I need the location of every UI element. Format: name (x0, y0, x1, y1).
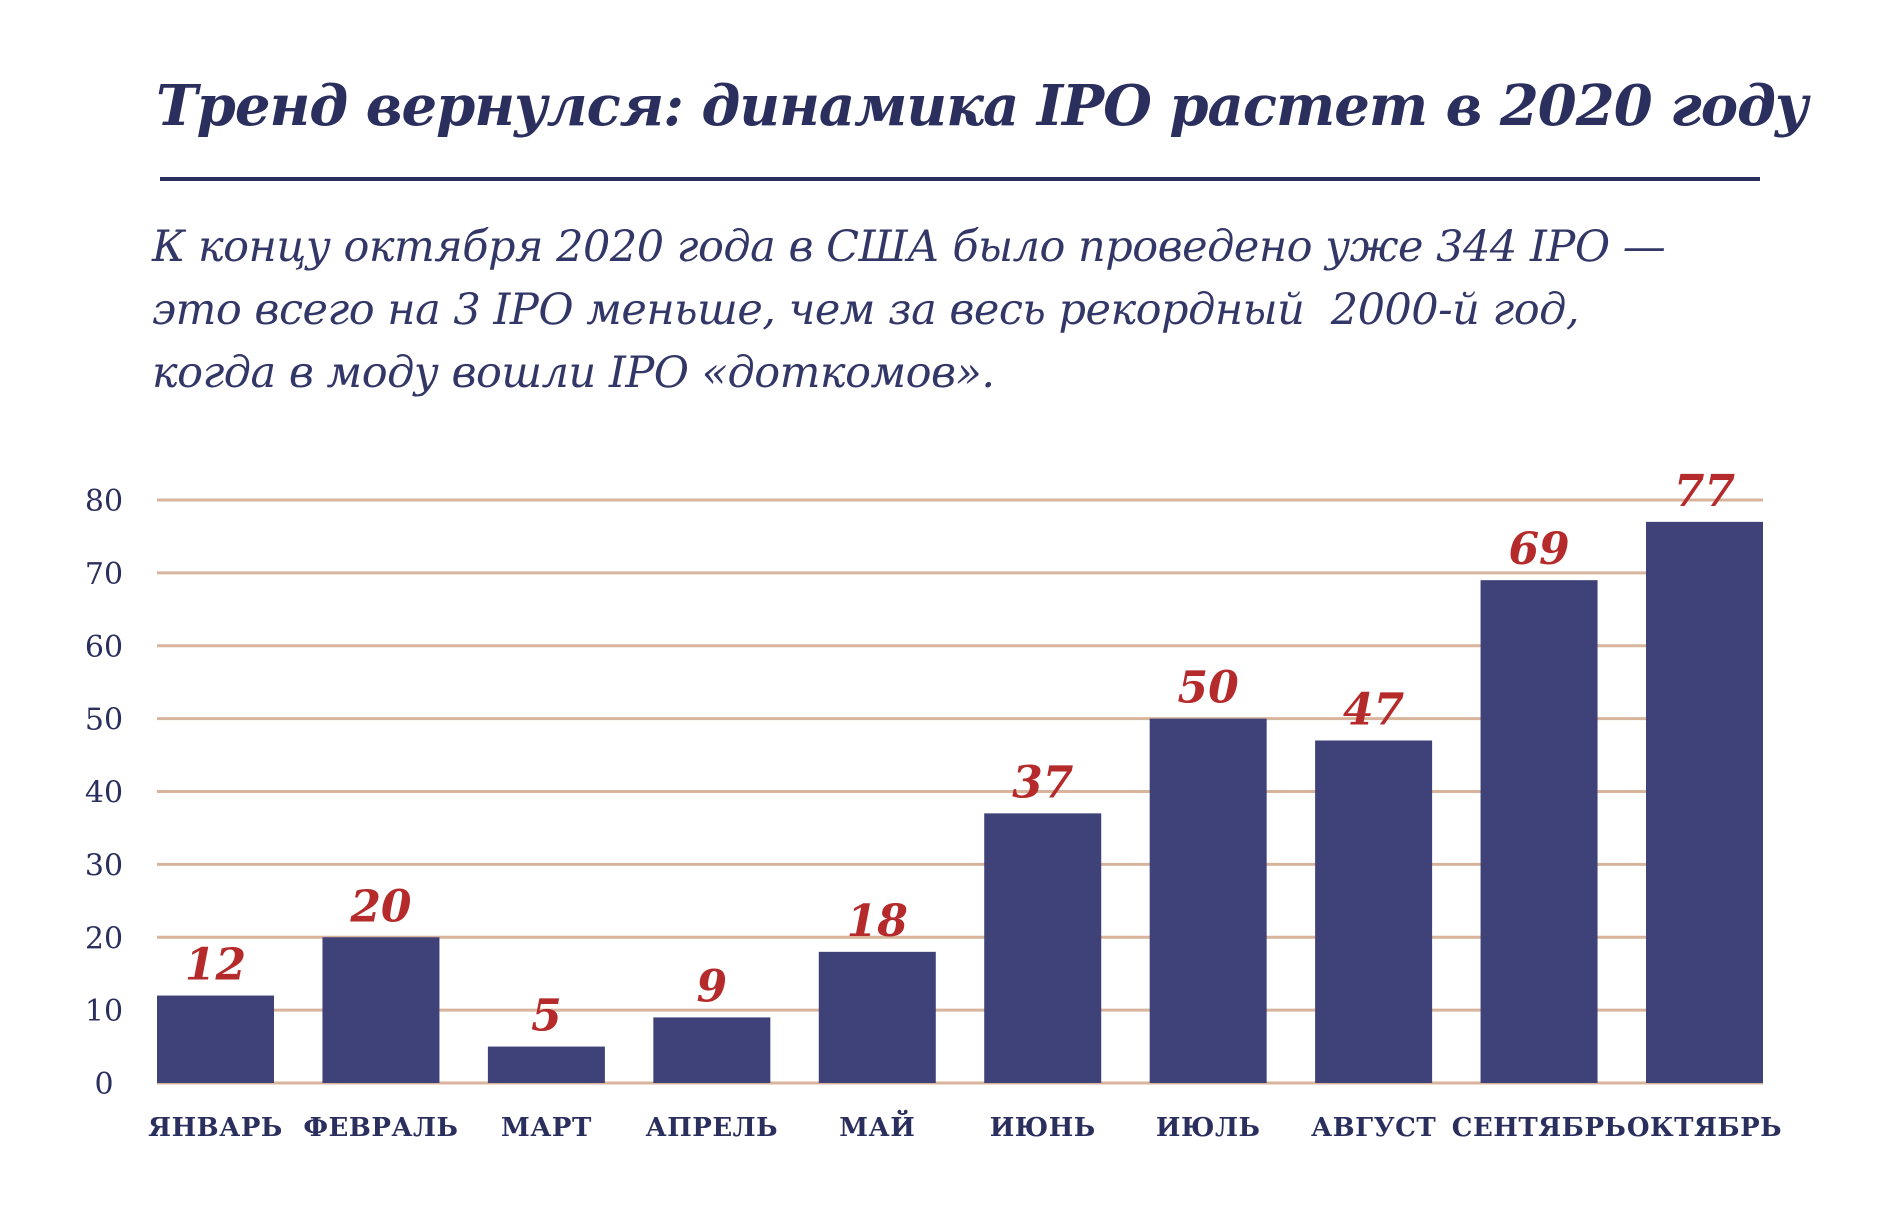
x-tick-label: МАЙ (839, 1110, 915, 1143)
bar (487, 1046, 605, 1083)
chart-title: Тренд вернулся: динамика IPO растет в 20… (156, 73, 1808, 139)
data-label: 77 (1674, 466, 1736, 517)
data-label: 12 (185, 940, 246, 991)
data-label: 37 (1012, 757, 1074, 808)
data-label: 47 (1343, 684, 1405, 735)
value-labels: 12 20 5 9 18 37 50 47 69 77 (185, 466, 1736, 1042)
x-tick-label: АПРЕЛЬ (646, 1113, 779, 1143)
x-tick-label: ФЕВРАЛЬ (303, 1113, 458, 1143)
bar (1149, 718, 1267, 1083)
bar (818, 951, 936, 1083)
y-tick-label: 60 (85, 630, 123, 665)
data-label: 50 (1178, 663, 1240, 714)
x-tick-label: ОКТЯБРЬ (1627, 1113, 1782, 1143)
data-label: 69 (1508, 524, 1569, 575)
y-tick-label: 40 (85, 776, 123, 811)
y-tick-label: 50 (85, 703, 123, 738)
data-label: 18 (847, 896, 908, 947)
y-tick-label: 10 (85, 994, 123, 1029)
bar (157, 995, 274, 1083)
data-label: 5 (531, 991, 562, 1042)
subtitle-line: это всего на 3 IPO меньше, чем за весь р… (152, 285, 1580, 335)
chart-subtitle: К концу октября 2020 года в США было про… (152, 216, 1772, 405)
bar (653, 1017, 771, 1083)
y-tick-label: 70 (85, 557, 123, 592)
bar (1480, 580, 1598, 1083)
bar (984, 813, 1102, 1083)
x-tick-label: СЕНТЯБРЬ (1452, 1113, 1627, 1143)
bars (157, 521, 1763, 1083)
y-axis-ticks: 0 10 20 30 40 50 60 70 80 (85, 484, 123, 1102)
data-label: 20 (349, 881, 412, 932)
bar (1315, 740, 1433, 1083)
subtitle-line: когда в моду вошли IPO «доткомов». (152, 348, 995, 398)
y-tick-label: 80 (85, 484, 123, 519)
bar (1646, 521, 1763, 1083)
bar (322, 937, 440, 1083)
y-tick-label: 20 (85, 921, 123, 956)
y-tick-label: 0 (94, 1067, 113, 1102)
x-tick-label: МАРТ (501, 1113, 592, 1143)
y-tick-label: 30 (85, 848, 123, 883)
title-divider (160, 177, 1760, 181)
subtitle-line: К концу октября 2020 года в США было про… (152, 222, 1666, 272)
x-tick-label: ИЮНЬ (990, 1113, 1096, 1143)
data-label: 9 (697, 961, 728, 1012)
x-axis-labels: ЯНВАРЬ ФЕВРАЛЬ МАРТ АПРЕЛЬ МАЙ ИЮНЬ ИЮЛЬ АВГУСТ… (148, 1110, 1782, 1143)
x-tick-label: АВГУСТ (1311, 1113, 1436, 1143)
x-tick-label: ЯНВАРЬ (148, 1113, 283, 1143)
x-tick-label: ИЮЛЬ (1156, 1113, 1260, 1143)
